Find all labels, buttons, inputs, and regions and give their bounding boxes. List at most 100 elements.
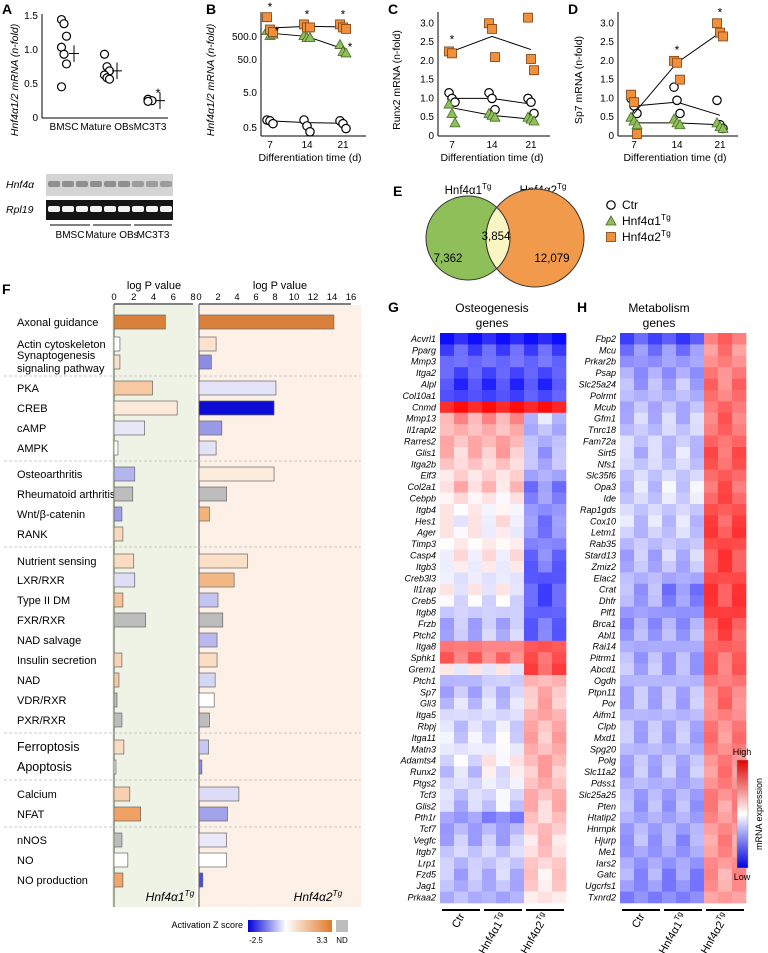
heatmap-cell [510, 355, 525, 368]
heatmap-cell [620, 390, 635, 402]
heatmap-cell [634, 618, 649, 630]
heatmap-cell [676, 846, 691, 858]
heatmap-cell [510, 435, 525, 448]
colorbar-nd-label: ND [336, 936, 348, 945]
heatmap-cell [454, 891, 469, 904]
pathway-bar-left [113, 712, 123, 728]
heatmap-cell [440, 709, 455, 721]
gene-label: Cnmd [412, 402, 437, 412]
blot-bands [48, 181, 172, 212]
heatmap-cell [662, 504, 677, 516]
panel-c-xtick: 14 [486, 140, 498, 151]
gene-label: Elac2 [593, 573, 616, 583]
heatmap-cell [510, 572, 525, 585]
panel-f-right-tick: 8 [272, 292, 277, 303]
heatmap-cell [552, 561, 567, 573]
pathway-bar-right [198, 652, 218, 668]
pathway-label: nNOS [17, 835, 47, 847]
heatmap-cell [704, 458, 719, 471]
label-base: Hnf4α1 [657, 919, 685, 953]
heatmap-cell [620, 469, 635, 482]
heatmap-cell [440, 561, 455, 573]
heatmap-cell [468, 447, 483, 459]
heatmap-cell [440, 857, 455, 870]
gene-label: Col10a1 [402, 391, 436, 401]
heatmap-cell [454, 709, 469, 721]
heatmap-cell [468, 686, 483, 699]
heatmap-cell [524, 583, 539, 596]
data-point-ctr [712, 95, 722, 106]
gene-label: Crat [599, 585, 617, 595]
heatmap-cell [482, 686, 497, 699]
heatmap-cell [496, 834, 511, 847]
panel-c-ytick: 1.5 [420, 75, 434, 86]
gene-label: Pitrm1 [590, 653, 616, 663]
heatmap-cell [718, 526, 733, 539]
heatmap-cell [690, 561, 705, 573]
heatmap-cell [524, 880, 539, 892]
heatmap-cell [482, 697, 497, 710]
heatmap-cell [538, 344, 553, 357]
heatmap-cell [538, 412, 553, 425]
data-point-hnf4a2 [712, 18, 722, 29]
heatmap-cell [468, 401, 483, 414]
heatmap-cell [662, 811, 677, 824]
heatmap-cell [704, 720, 719, 733]
series-line-hnf4a2 [451, 35, 532, 52]
pathway-label: Apoptosis [17, 760, 72, 774]
heatmap-cell [482, 583, 497, 596]
pathway-bar-right [198, 806, 228, 822]
heatmap-cell [538, 766, 553, 778]
heatmap-cell [648, 572, 663, 585]
heatmap-cell [468, 367, 483, 379]
heatmap-cell [496, 732, 511, 744]
label-superscript: Tg [185, 888, 195, 898]
heatmap-cell [648, 686, 663, 699]
heatmap-cell [718, 652, 733, 664]
heatmap-cell [634, 868, 649, 881]
heatmap-cell [704, 834, 719, 847]
heatmap-cell [662, 823, 677, 835]
heatmap-cell [690, 789, 705, 801]
heatmap-cell [634, 526, 649, 539]
gene-label: Nfs1 [597, 459, 616, 469]
heatmap-cell [718, 800, 733, 813]
heatmap-cell [538, 732, 553, 744]
gene-label: Brca1 [592, 619, 616, 629]
heatmap-cell [648, 834, 663, 847]
heatmap-cell [662, 720, 677, 733]
heatmap-cell [704, 652, 719, 664]
heatmap-cell [620, 811, 635, 824]
gene-label: Ager [416, 528, 437, 538]
label-base: Hnf4α1 [622, 214, 661, 228]
heatmap-cell [662, 697, 677, 710]
gene-label: Il1rap [413, 585, 436, 595]
heatmap-cell [732, 344, 747, 357]
colorbar-gradient [248, 920, 332, 932]
heatmap-cell [732, 481, 747, 493]
gene-label: Polrmt [590, 391, 617, 401]
heatmap-cell [440, 504, 455, 516]
heatmap-cell [662, 572, 677, 585]
heatmap-cell [552, 344, 567, 357]
gene-label: Cebpb [409, 493, 436, 503]
gene-label: Iars2 [596, 858, 616, 868]
pathway-bar-left [113, 612, 146, 628]
gene-label: Slc11a2 [584, 767, 616, 777]
heatmap-cell [440, 355, 455, 368]
gene-label: Itga2b [411, 459, 436, 469]
heatmap-cell [524, 390, 539, 402]
heatmap-cell [538, 652, 553, 664]
heatmap-cell [538, 697, 553, 710]
heatmap-cell [620, 435, 635, 448]
heatmap-cell [538, 754, 553, 767]
heatmap-cell [704, 823, 719, 835]
heatmap-cell [620, 583, 635, 596]
heatmap-cell [552, 515, 567, 528]
heatmap-cell [676, 720, 691, 733]
venn-left-label: Hnf4α1Tg [445, 182, 492, 197]
heatmap-cell [538, 355, 553, 368]
heatmap-cell [440, 492, 455, 505]
heatmap-cell [704, 492, 719, 505]
heatmap-cell [468, 823, 483, 835]
